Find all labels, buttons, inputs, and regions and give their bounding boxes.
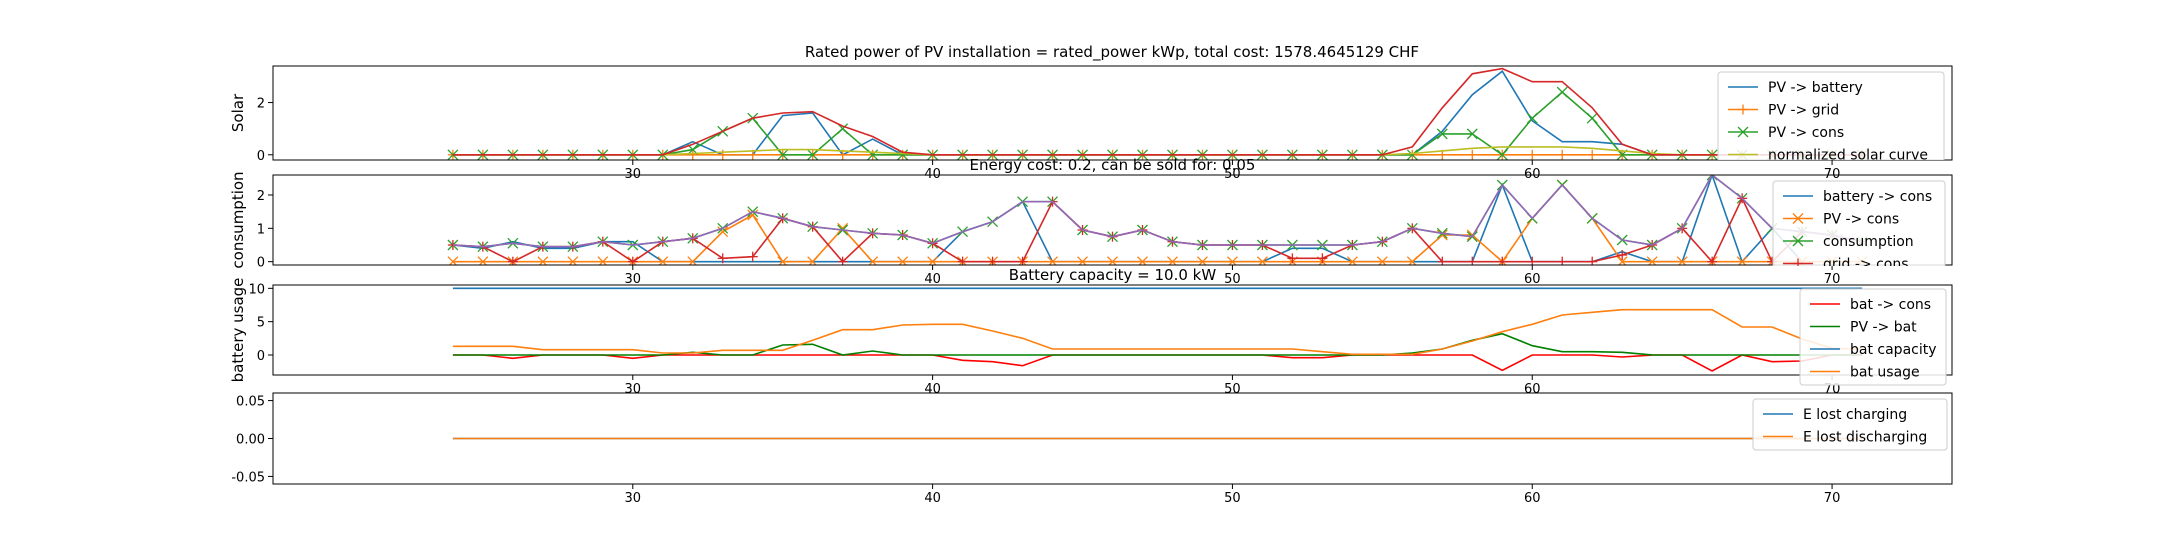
legend-box xyxy=(1772,180,1946,266)
x-tick-label: 70 xyxy=(1824,491,1841,506)
axes-frame xyxy=(272,174,1953,266)
data-point xyxy=(1406,149,1418,160)
legend-label: PV -> battery xyxy=(1768,80,1863,96)
axes-frame xyxy=(272,284,1953,376)
legend: battery -> cons PV -> cons consumption grid… xyxy=(1772,180,1946,273)
legend-label: bat usage xyxy=(1850,365,1920,381)
legend-marker xyxy=(1792,235,1804,247)
legend: E lost charging E lost discharging xyxy=(1752,398,1948,451)
x-tick-label: 30 xyxy=(625,382,642,397)
y-tick-label: 10 xyxy=(248,282,265,297)
y-tick-label: 5 xyxy=(257,316,265,331)
y-tick-label: 1 xyxy=(257,222,265,237)
data-point xyxy=(1436,229,1448,241)
data-point xyxy=(867,149,879,160)
subplot-4: 30 40 50 60 70-0.050.000.05E lost chargingE … xyxy=(231,392,1953,506)
series-group xyxy=(452,287,1863,372)
legend-marker xyxy=(1737,126,1749,138)
x-tick-label: 70 xyxy=(1824,272,1841,287)
x-tick-label: 40 xyxy=(924,382,941,397)
y-tick-label: -0.05 xyxy=(231,470,265,485)
data-point xyxy=(1706,175,1714,181)
series-line-1 xyxy=(452,175,1863,264)
legend: PV -> battery PV -> grid PV -> cons normali… xyxy=(1717,71,1945,164)
legend-label: PV -> bat xyxy=(1850,320,1917,336)
series-line-2 xyxy=(452,183,1863,263)
legend-label: PV -> cons xyxy=(1823,212,1899,228)
figure-title: Rated power of PV installation = rated_p… xyxy=(805,43,1419,62)
series-line-1 xyxy=(452,354,1863,372)
y-tick-label: 0 xyxy=(257,349,265,364)
y-tick-label: 0.00 xyxy=(236,433,265,448)
series-group xyxy=(447,175,1868,265)
series-line-5 xyxy=(452,67,1863,156)
legend-marker xyxy=(1792,213,1804,224)
legend-box xyxy=(1752,398,1948,451)
legend-box xyxy=(1717,71,1945,160)
x-tick-label: 40 xyxy=(924,272,941,287)
x-tick-label: 30 xyxy=(625,272,642,287)
data-point xyxy=(1466,128,1478,140)
legend: bat -> cons PV -> bat bat capacity bat usag… xyxy=(1799,288,1947,386)
data-point xyxy=(837,222,849,234)
series-line-3 xyxy=(452,91,1863,156)
data-point xyxy=(897,149,909,160)
x-tick-label: 40 xyxy=(924,491,941,506)
data-point xyxy=(717,226,729,238)
legend-label: PV -> grid xyxy=(1768,103,1839,119)
data-point xyxy=(1526,112,1538,124)
data-point xyxy=(447,149,459,160)
x-tick-label: 30 xyxy=(625,491,642,506)
subplot-title: Battery capacity = 10.0 kW xyxy=(1009,266,1217,284)
series-group xyxy=(447,67,1868,160)
x-tick-label: 60 xyxy=(1524,382,1541,397)
legend-label: bat -> cons xyxy=(1850,297,1931,313)
legend-label: E lost charging xyxy=(1803,407,1907,423)
data-point xyxy=(777,149,789,160)
y-tick-label: 2 xyxy=(257,189,265,204)
series-line-5 xyxy=(452,175,1863,248)
subplot-2: 30 40 50 60 70 0 1 2 Energy cost: 0.2, can be so… xyxy=(229,156,1953,287)
data-point xyxy=(1496,149,1508,160)
axes-frame xyxy=(272,65,1953,161)
series-line-4 xyxy=(452,308,1863,356)
y-tick-label: 0.05 xyxy=(236,395,265,410)
x-tick-label: 60 xyxy=(1524,272,1541,287)
y-tick-label: 0 xyxy=(257,149,265,164)
series-line-1 xyxy=(452,70,1863,156)
legend-label: PV -> cons xyxy=(1768,125,1844,141)
data-point xyxy=(1586,112,1598,124)
data-point xyxy=(807,149,819,160)
legend-label: battery -> cons xyxy=(1823,189,1932,205)
y-axis-label: battery usage xyxy=(229,278,247,383)
y-axis-label: Solar xyxy=(229,93,247,132)
x-tick-label: 50 xyxy=(1224,382,1241,397)
x-tick-label: 50 xyxy=(1224,491,1241,506)
data-point xyxy=(837,123,849,135)
data-point xyxy=(1436,128,1448,140)
legend-label: consumption xyxy=(1823,234,1914,250)
legend-label: E lost discharging xyxy=(1803,430,1927,446)
y-axis-label: consumption xyxy=(229,171,247,268)
subplot-title: Energy cost: 0.2, can be sold for: 0.05 xyxy=(970,156,1256,174)
y-tick-label: 2 xyxy=(257,97,265,112)
legend-label: bat capacity xyxy=(1850,342,1937,358)
series-line-2 xyxy=(452,332,1863,356)
legend-label: normalized solar curve xyxy=(1768,148,1928,164)
subplot-3: 30 40 50 60 70 0 5 10 Battery capacity = 10.0 kW… xyxy=(229,266,1953,397)
x-tick-label: 60 xyxy=(1524,491,1541,506)
legend-box xyxy=(1799,288,1947,386)
legend-label: grid -> cons xyxy=(1823,257,1909,273)
x-tick-label: 50 xyxy=(1224,272,1241,287)
series-line-4 xyxy=(452,196,1863,264)
y-tick-label: 0 xyxy=(257,256,265,271)
data-point xyxy=(1556,86,1568,98)
